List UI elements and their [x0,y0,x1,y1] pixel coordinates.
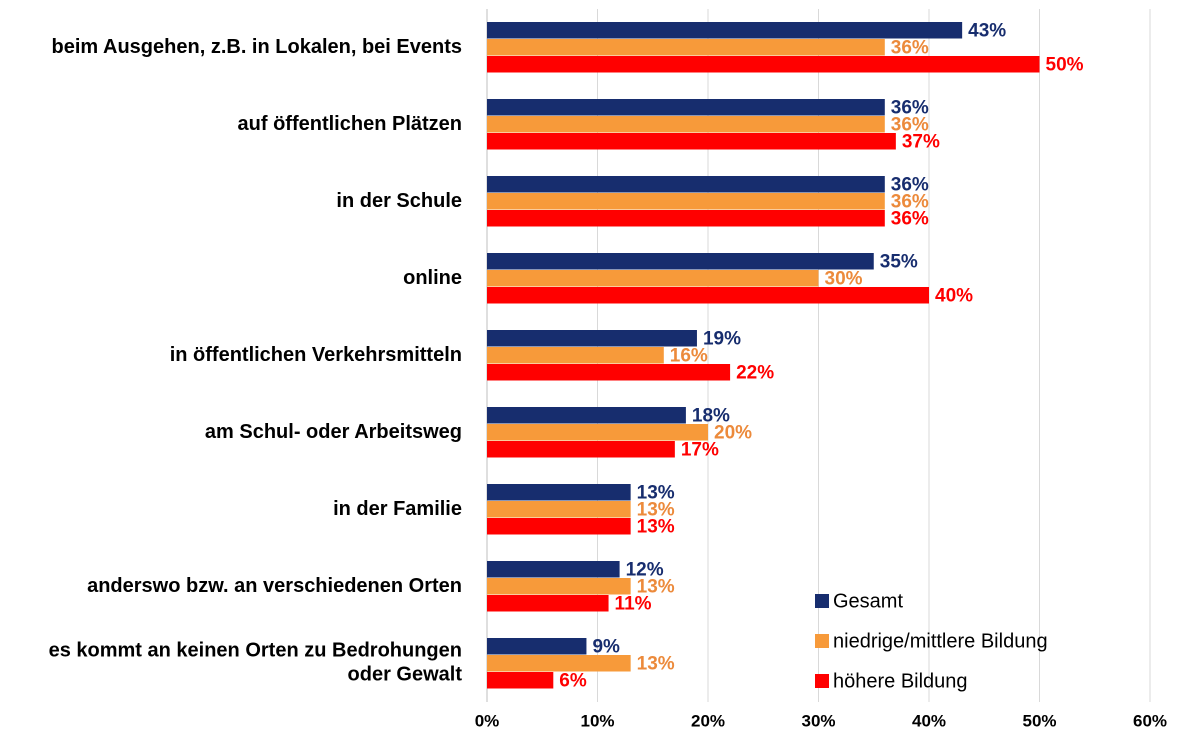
value-label: 19% [703,329,741,350]
value-label: 35% [880,252,918,273]
value-label: 20% [714,423,752,444]
value-label: 43% [968,21,1006,42]
value-label: 30% [825,269,863,290]
legend-label: niedrige/mittlere Bildung [833,630,1048,652]
bar [487,655,631,672]
bar [487,287,929,304]
legend-swatch [815,594,829,608]
bar [487,484,631,501]
category-label: in der Schule [336,190,462,212]
bar [487,253,874,270]
value-label: 12% [626,560,664,581]
value-label: 6% [559,671,587,692]
value-label: 16% [670,346,708,367]
value-label: 36% [891,192,929,213]
category-label: auf öffentlichen Plätzen [238,113,462,135]
bar [487,330,697,347]
bar [487,133,896,150]
legend-label: Gesamt [833,590,903,612]
bar [487,501,631,518]
value-label: 36% [891,115,929,136]
value-label: 13% [637,577,675,598]
bar [487,99,885,116]
category-label: in öffentlichen Verkehrsmitteln [170,344,462,366]
legend-swatch [815,674,829,688]
category-label: beim Ausgehen, z.B. in Lokalen, bei Even… [52,36,462,58]
value-label: 18% [692,406,730,427]
bar [487,210,885,227]
category-label: online [403,267,462,289]
value-label: 50% [1046,55,1084,76]
value-label: 11% [615,594,652,615]
value-label: 13% [637,483,675,504]
bar [487,595,609,612]
value-label: 22% [736,363,774,384]
bar [487,441,675,458]
bar [487,672,554,689]
bar [487,39,885,56]
bar [487,424,708,441]
bar [487,22,963,39]
x-tick-label: 0% [475,711,500,730]
value-label: 17% [681,440,719,461]
x-tick-label: 50% [1022,711,1056,730]
category-label: es kommt an keinen Orten zu Bedrohungen o… [49,640,463,686]
value-label: 36% [891,38,929,59]
bar [487,176,885,193]
legend-swatch [815,634,829,648]
category-label: in der Familie [333,498,462,520]
value-label: 40% [935,286,973,307]
bar [487,364,731,381]
value-label: 13% [637,517,675,538]
value-label: 9% [592,637,620,658]
value-label: 37% [902,132,940,153]
x-tick-label: 10% [580,711,614,730]
bar [487,347,664,364]
category-label: am Schul- oder Arbeitsweg [205,421,462,443]
x-tick-label: 40% [912,711,946,730]
bar [487,193,885,210]
bar [487,407,686,424]
bar [487,561,620,578]
value-label: 36% [891,98,929,119]
value-label: 36% [891,175,929,196]
x-tick-label: 60% [1133,711,1167,730]
bar [487,56,1040,73]
value-label: 13% [637,500,675,521]
bar [487,518,631,535]
category-label: anderswo bzw. an verschiedenen Orten [87,575,462,597]
bar [487,116,885,133]
bar [487,578,631,595]
bar [487,638,587,655]
value-label: 36% [891,209,929,230]
value-label: 13% [637,654,675,675]
legend-label: höhere Bildung [833,670,968,692]
bar [487,270,819,287]
x-tick-label: 20% [691,711,725,730]
x-tick-label: 30% [801,711,835,730]
